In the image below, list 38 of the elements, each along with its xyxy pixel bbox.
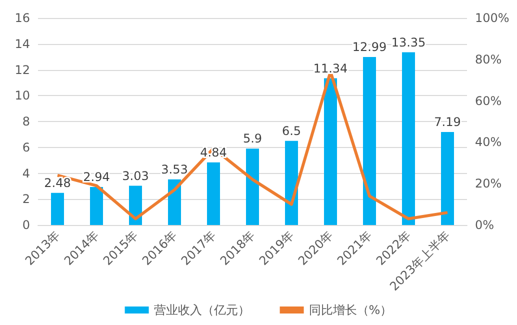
y-tick-label: 14 xyxy=(14,36,30,51)
data-label: 6.5 xyxy=(282,124,302,138)
y-tick-label: 2 xyxy=(22,192,30,206)
data-label: 13.35 xyxy=(391,35,426,50)
bar xyxy=(90,186,103,225)
data-label: 2.48 xyxy=(44,176,71,190)
data-label: 2.94 xyxy=(83,170,110,184)
legend-label: 营业收入（亿元） xyxy=(154,303,250,317)
bar xyxy=(51,192,64,225)
bar xyxy=(168,179,181,225)
legend-label: 同比增长（%） xyxy=(308,303,392,317)
data-label: 7.19 xyxy=(434,114,461,129)
y-tick-label: 12 xyxy=(14,62,30,77)
y2-tick-label: 40% xyxy=(475,135,502,150)
y-tick-label: 8 xyxy=(22,114,30,128)
bar xyxy=(129,186,142,225)
y2-tick-label: 60% xyxy=(475,94,502,108)
bar xyxy=(363,56,376,225)
y-tick-label: 10 xyxy=(14,88,30,103)
data-label: 3.03 xyxy=(122,168,149,183)
y-tick-label: 16 xyxy=(14,11,30,25)
bar xyxy=(246,148,259,225)
bar xyxy=(324,78,337,225)
y-tick-label: 0 xyxy=(22,218,30,232)
y2-tick-label: 0% xyxy=(475,218,494,232)
data-label: 12.99 xyxy=(352,40,387,54)
bar xyxy=(402,52,415,225)
data-label: 5.9 xyxy=(242,132,262,146)
bar xyxy=(441,132,454,225)
y-tick-label: 4 xyxy=(22,166,30,180)
y-tick-label: 6 xyxy=(22,140,30,154)
y2-tick-label: 100% xyxy=(475,11,510,25)
y2-tick-label: 20% xyxy=(475,176,502,191)
data-label: 3.53 xyxy=(161,162,188,176)
bar xyxy=(207,162,220,225)
data-label: 11.34 xyxy=(313,61,348,76)
y2-tick-label: 80% xyxy=(475,52,502,66)
bar xyxy=(285,140,298,225)
